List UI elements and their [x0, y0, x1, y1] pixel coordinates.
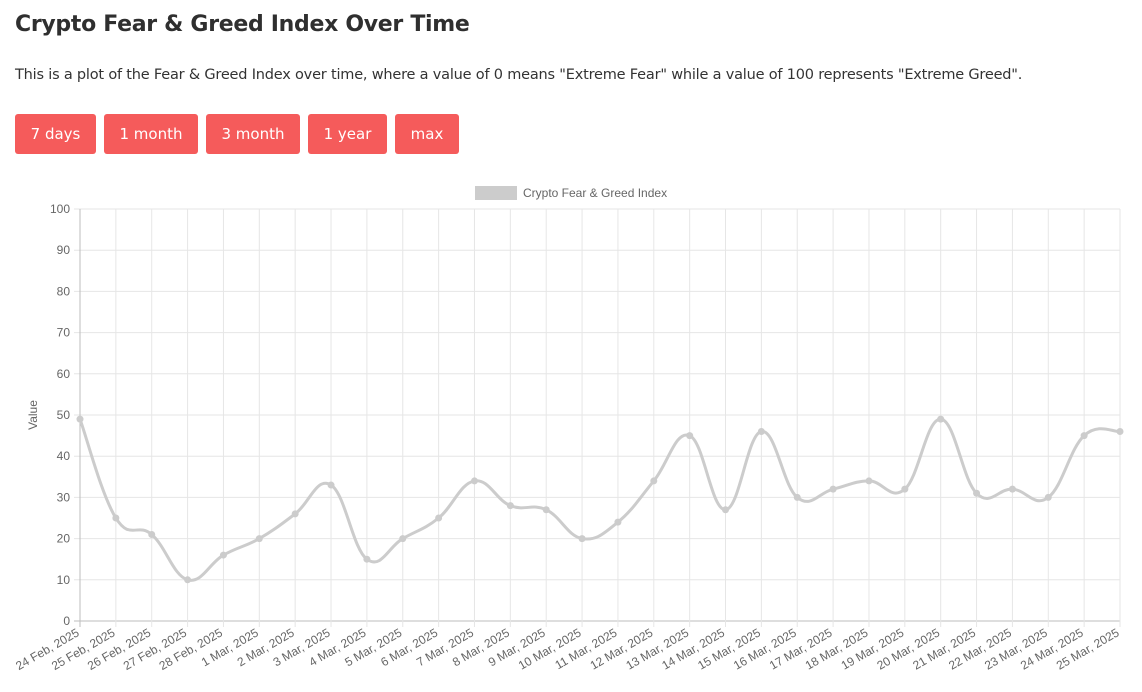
y-tick-label: 100	[50, 202, 70, 216]
data-point[interactable]	[973, 489, 981, 497]
data-point[interactable]	[757, 427, 765, 435]
data-point[interactable]	[255, 535, 263, 543]
y-tick-label: 70	[57, 326, 71, 340]
chart-grid	[74, 208, 1121, 627]
data-point[interactable]	[184, 576, 192, 584]
data-point[interactable]	[614, 518, 622, 526]
data-point[interactable]	[291, 510, 299, 518]
range-button-7-days[interactable]: 7 days	[15, 114, 96, 154]
y-tick-label: 10	[57, 573, 71, 587]
page-description: This is a plot of the Fear & Greed Index…	[15, 67, 1023, 83]
range-button-max[interactable]: max	[395, 114, 459, 154]
data-point[interactable]	[1080, 432, 1088, 440]
range-button-1-year[interactable]: 1 year	[308, 114, 387, 154]
series-line	[78, 417, 1122, 582]
y-tick-label: 30	[57, 490, 71, 504]
y-tick-label: 0	[63, 614, 70, 628]
data-point[interactable]	[399, 535, 407, 543]
y-tick-label: 50	[57, 408, 71, 422]
y-tick-label: 40	[57, 449, 71, 463]
y-tick-label: 20	[57, 532, 71, 546]
y-tick-label: 60	[57, 367, 71, 381]
data-point[interactable]	[1044, 493, 1052, 501]
page-title: Crypto Fear & Greed Index Over Time	[15, 12, 470, 37]
data-point[interactable]	[542, 506, 550, 514]
data-point[interactable]	[722, 506, 730, 514]
y-tick-label: 80	[57, 284, 71, 298]
data-point[interactable]	[363, 555, 371, 563]
legend-swatch[interactable]	[475, 186, 517, 200]
data-point[interactable]	[1116, 427, 1124, 435]
data-point[interactable]	[650, 477, 658, 485]
data-point[interactable]	[327, 481, 335, 489]
y-axis-title: Value	[26, 400, 40, 430]
data-point[interactable]	[865, 477, 873, 485]
data-point[interactable]	[829, 485, 837, 493]
data-point[interactable]	[112, 514, 120, 522]
data-point[interactable]	[148, 530, 156, 538]
chart-series	[76, 415, 1124, 584]
data-point[interactable]	[219, 551, 227, 559]
data-point[interactable]	[470, 477, 478, 485]
range-button-1-month[interactable]: 1 month	[104, 114, 198, 154]
data-point[interactable]	[793, 493, 801, 501]
data-point[interactable]	[76, 415, 84, 423]
data-point[interactable]	[435, 514, 443, 522]
data-point[interactable]	[937, 415, 945, 423]
data-point[interactable]	[686, 432, 694, 440]
data-point[interactable]	[1008, 485, 1016, 493]
y-tick-label: 90	[57, 243, 71, 257]
fear-greed-line-chart: Crypto Fear & Greed Index 0 10 20 30 40 50 60 7…	[13, 186, 1124, 673]
y-axis: 0 10 20 30 40 50 60 70 80 90 100 Value	[26, 202, 70, 628]
data-point[interactable]	[578, 535, 586, 543]
range-button-3-month[interactable]: 3 month	[206, 114, 300, 154]
chart-legend[interactable]: Crypto Fear & Greed Index	[475, 186, 667, 200]
data-point[interactable]	[901, 485, 909, 493]
legend-label[interactable]: Crypto Fear & Greed Index	[523, 186, 667, 200]
data-point[interactable]	[506, 502, 514, 510]
